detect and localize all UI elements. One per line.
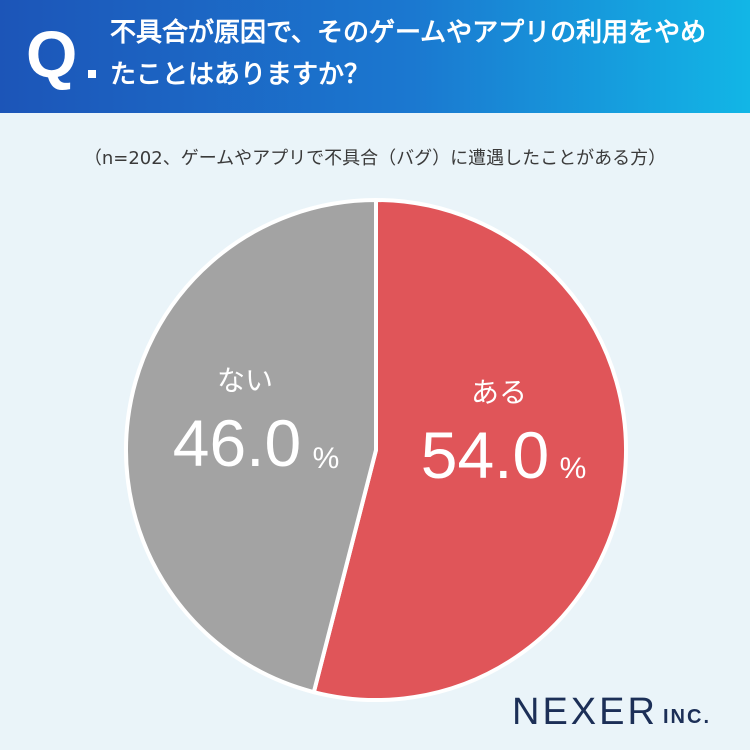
brand-logo-suffix: INC.: [663, 706, 711, 728]
q-dot: [88, 70, 96, 78]
slice-label-0: ある: [471, 376, 527, 409]
pie-slice-yes: [311, 198, 628, 702]
slice-unit-0: %: [560, 452, 587, 485]
slice-value-0: 54.0: [421, 418, 549, 492]
brand-logo: NEXER: [512, 691, 658, 733]
slice-unit-1: %: [313, 442, 340, 475]
slice-value-1: 46.0: [173, 406, 301, 480]
question-header: Q 不具合が原因で、そのゲームやアプリの利用をやめたことはありますか？: [0, 0, 750, 113]
chart-subtitle: （n=202、ゲームやアプリで不具合（バグ）に遭遇したことがある方）: [83, 148, 667, 169]
pie-slice-no: [124, 198, 378, 695]
q-mark: Q: [26, 17, 78, 91]
slice-label-1: ない: [217, 364, 273, 397]
question-text: 不具合が原因で、そのゲームやアプリの利用をやめたことはありますか？: [110, 18, 707, 90]
